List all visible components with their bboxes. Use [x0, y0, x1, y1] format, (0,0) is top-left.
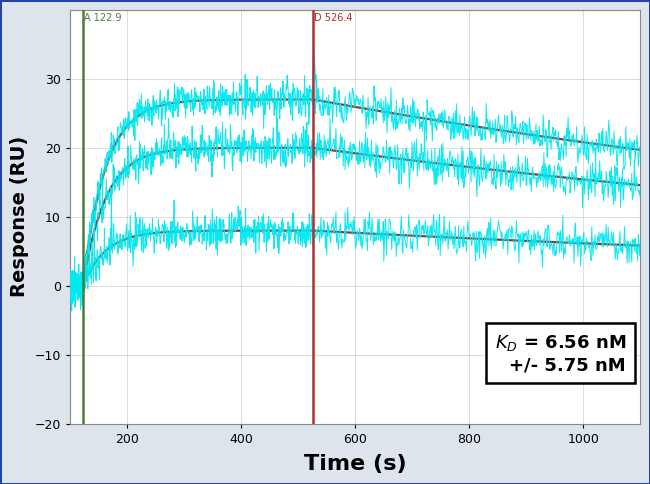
Y-axis label: Response (RU): Response (RU) [10, 136, 29, 298]
Text: D 526.4: D 526.4 [314, 13, 352, 23]
Text: $\mathit{K}_\mathit{D}$ = 6.56 nM
+/- 5.75 nM: $\mathit{K}_\mathit{D}$ = 6.56 nM +/- 5.… [495, 333, 626, 374]
Text: A 122.9: A 122.9 [84, 13, 122, 23]
X-axis label: Time (s): Time (s) [304, 454, 406, 474]
